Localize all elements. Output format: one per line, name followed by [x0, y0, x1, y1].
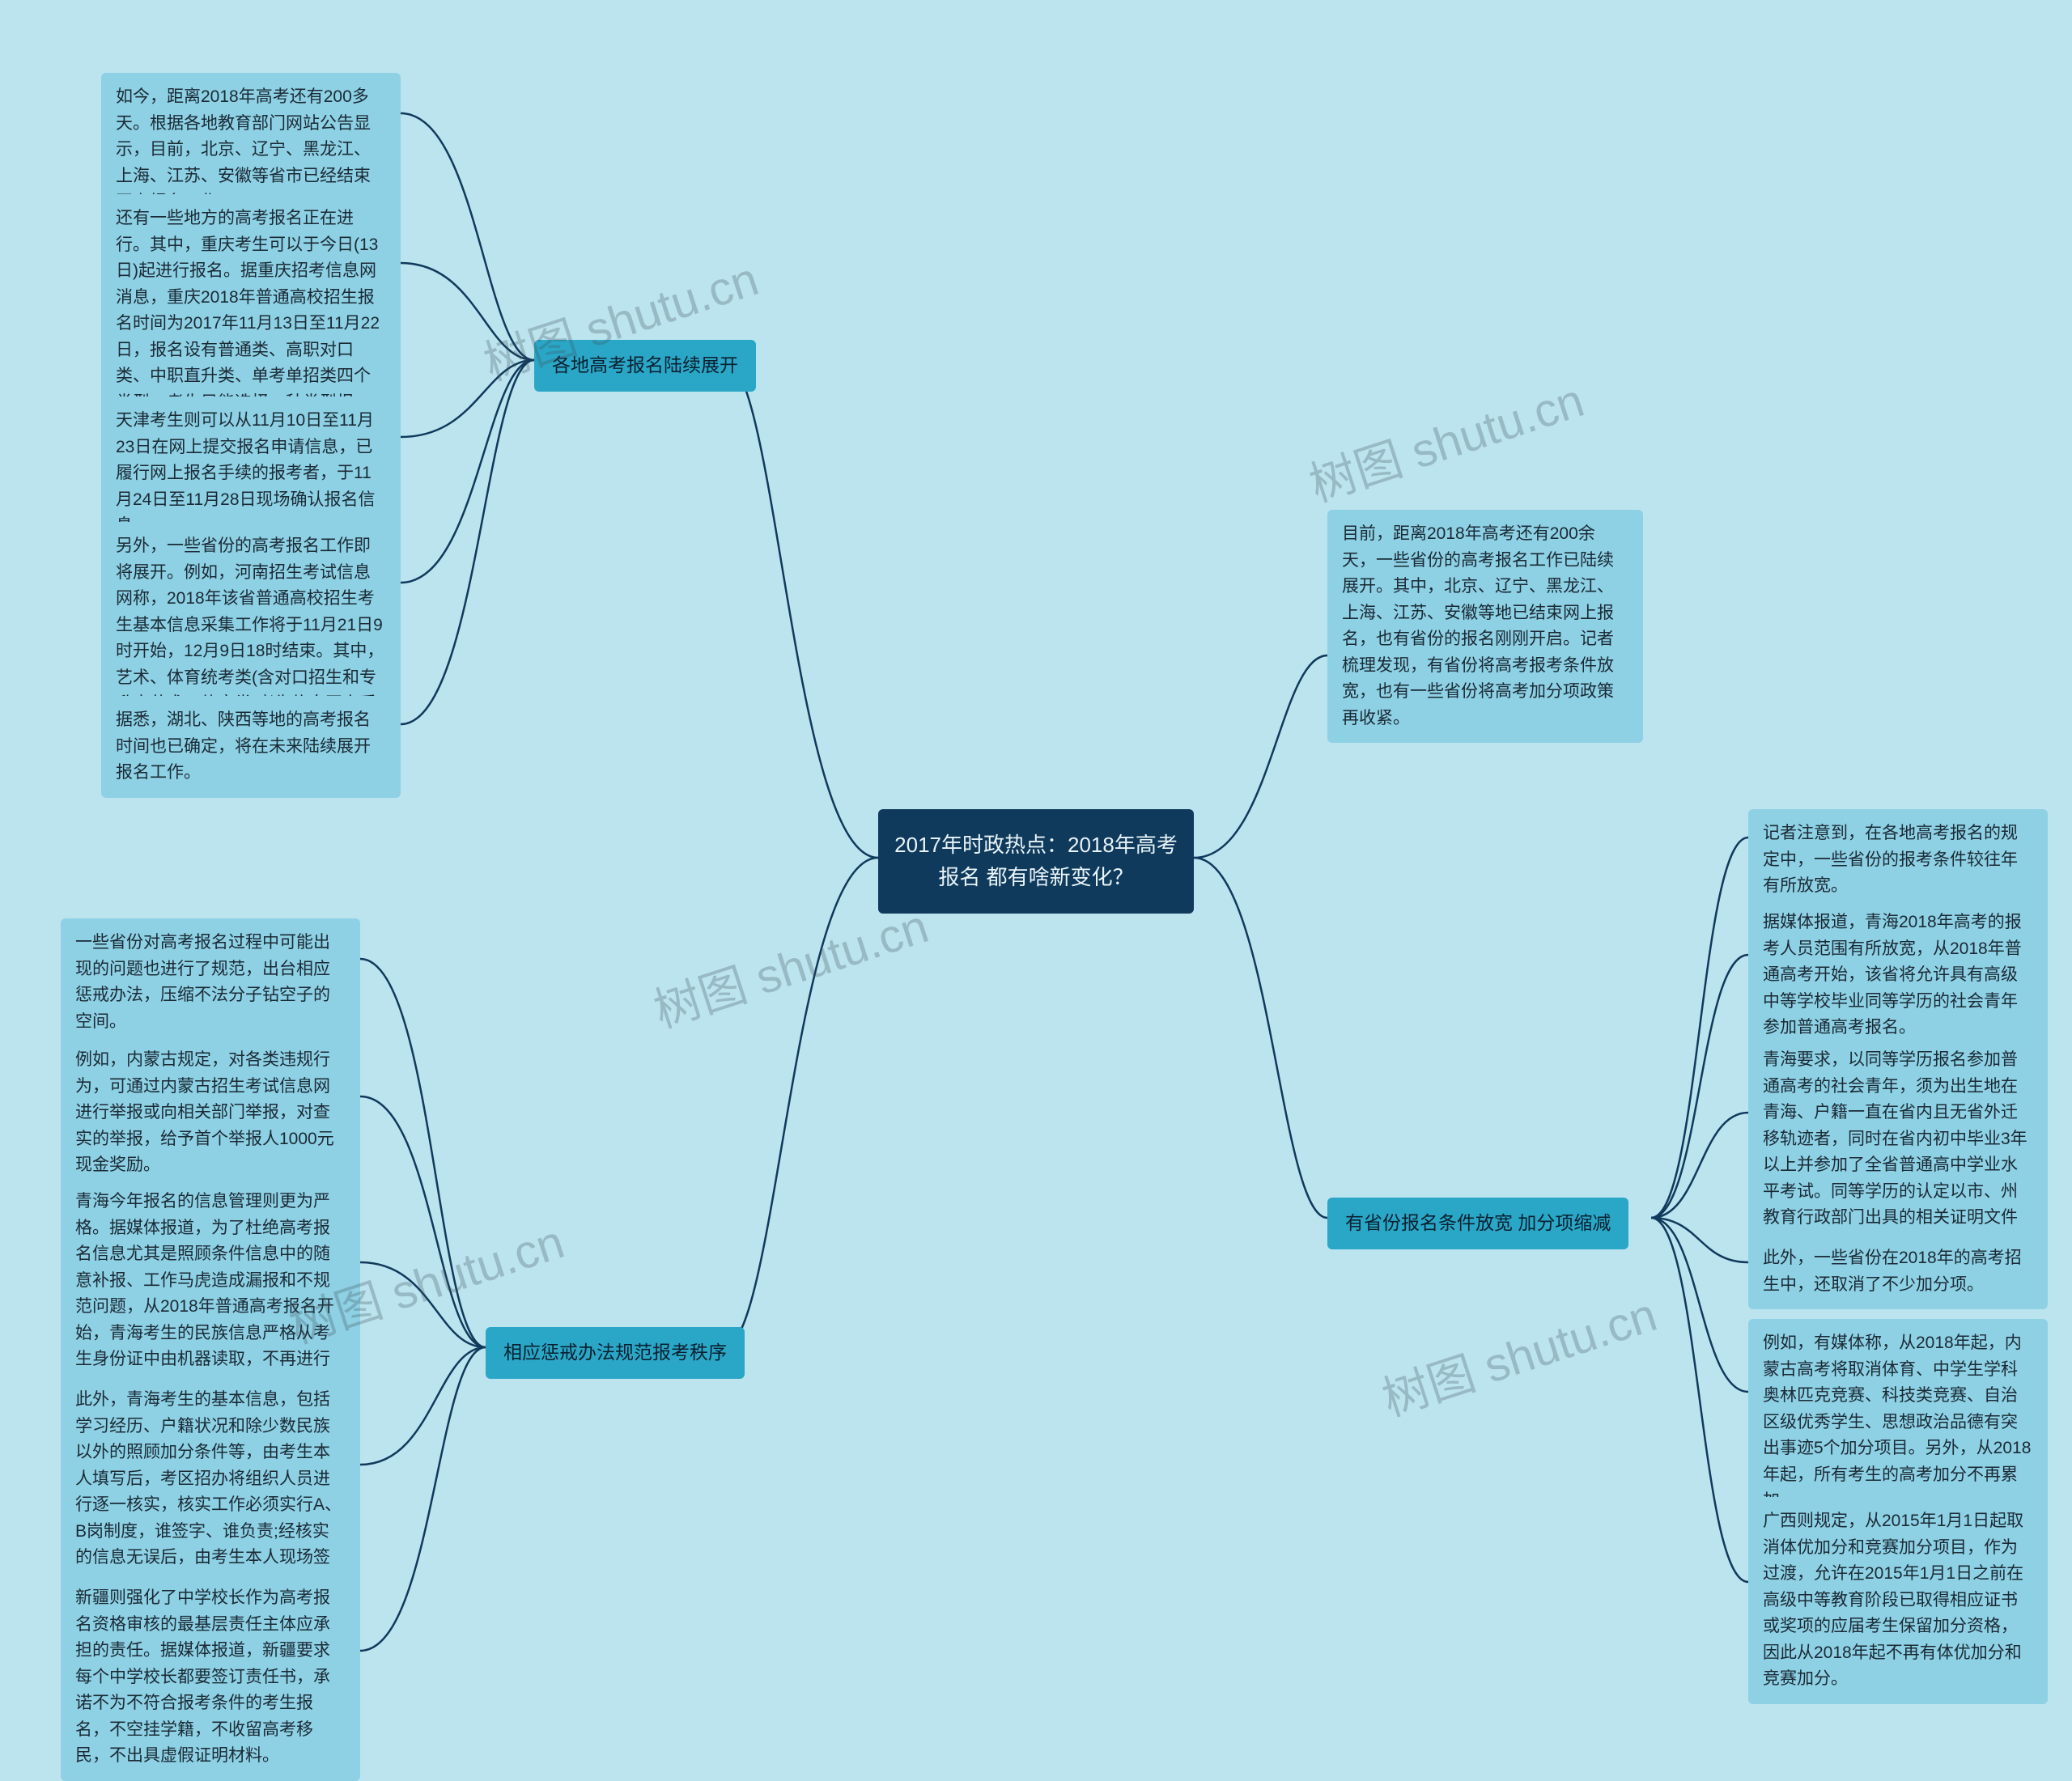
watermark: 树图 shutu.cn [1373, 1277, 1664, 1429]
branch-penalty-rules: 相应惩戒办法规范报考秩序 [486, 1327, 745, 1379]
branch-conditions-relaxed: 有省份报名条件放宽 加分项缩减 [1327, 1198, 1628, 1249]
leaf-r1-3: 此外，一些省份在2018年的高考招生中，还取消了不少加分项。 [1748, 1234, 2048, 1309]
leaf-l2-0: 一些省份对高考报名过程中可能出现的问题也进行了规范，出台相应惩戒办法，压缩不法分… [61, 918, 360, 1046]
branch-registration-open: 各地高考报名陆续展开 [534, 340, 756, 392]
summary-node: 目前，距离2018年高考还有200余天，一些省份的高考报名工作已陆续展开。其中，… [1327, 510, 1643, 743]
leaf-l2-4: 新疆则强化了中学校长作为高考报名资格审核的最基层责任主体应承担的责任。据媒体报道… [61, 1574, 360, 1781]
leaf-r1-4: 例如，有媒体称，从2018年起，内蒙古高考将取消体育、中学生学科奥林匹克竞赛、科… [1748, 1319, 2048, 1526]
leaf-r1-1: 据媒体报道，青海2018年高考的报考人员范围有所放宽，从2018年普通高考开始，… [1748, 898, 2048, 1053]
root-node: 2017年时政热点：2018年高考报名 都有啥新变化？ [878, 809, 1194, 914]
leaf-l2-1: 例如，内蒙古规定，对各类违规行为，可通过内蒙古招生考试信息网进行举报或向相关部门… [61, 1036, 360, 1190]
leaf-r1-5: 广西则规定，从2015年1月1日起取消体优加分和竞赛加分项目，作为过渡，允许在2… [1748, 1497, 2048, 1704]
watermark: 树图 shutu.cn [1300, 363, 1591, 515]
leaf-r1-0: 记者注意到，在各地高考报名的规定中，一些省份的报考条件较往年有所放宽。 [1748, 809, 2048, 911]
leaf-l1-4: 据悉，湖北、陕西等地的高考报名时间也已确定，将在未来陆续展开报名工作。 [101, 696, 401, 798]
